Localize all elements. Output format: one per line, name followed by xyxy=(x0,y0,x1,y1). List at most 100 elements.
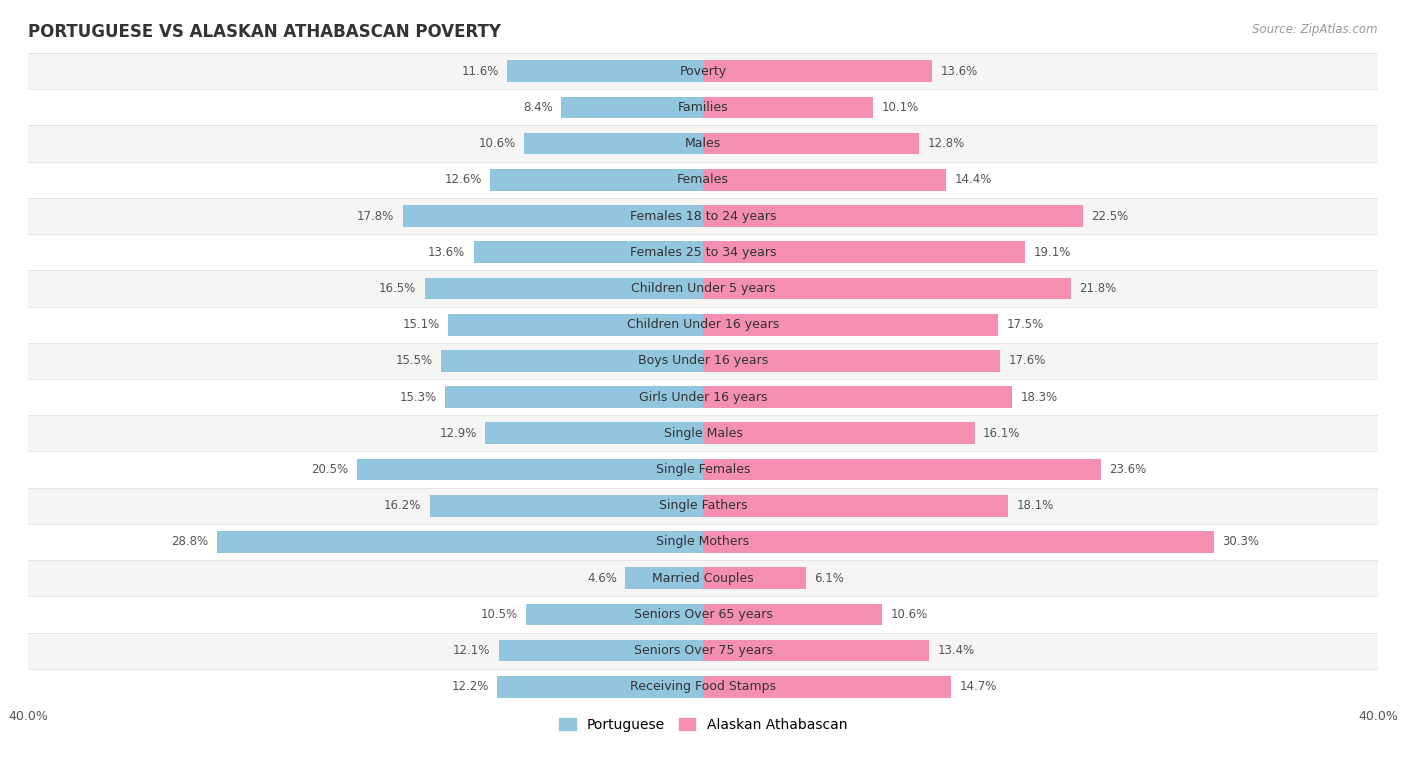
Bar xyxy=(703,531,1215,553)
Bar xyxy=(703,277,1071,299)
Legend: Portuguese, Alaskan Athabascan: Portuguese, Alaskan Athabascan xyxy=(554,712,852,737)
Bar xyxy=(524,133,703,155)
Text: 22.5%: 22.5% xyxy=(1091,209,1128,223)
Bar xyxy=(441,350,703,371)
Text: Married Couples: Married Couples xyxy=(652,572,754,584)
Text: 13.4%: 13.4% xyxy=(938,644,974,657)
Bar xyxy=(28,452,1378,487)
Bar xyxy=(474,241,703,263)
Text: Families: Families xyxy=(678,101,728,114)
Bar xyxy=(703,61,932,82)
Bar xyxy=(28,524,1378,560)
Bar xyxy=(703,603,882,625)
Text: 14.4%: 14.4% xyxy=(955,174,991,186)
Bar xyxy=(28,597,1378,632)
Text: 17.5%: 17.5% xyxy=(1007,318,1043,331)
Text: 30.3%: 30.3% xyxy=(1223,535,1260,549)
Bar xyxy=(28,379,1378,415)
Text: 20.5%: 20.5% xyxy=(312,463,349,476)
Bar xyxy=(703,567,806,589)
Text: 15.3%: 15.3% xyxy=(399,390,436,403)
Text: PORTUGUESE VS ALASKAN ATHABASCAN POVERTY: PORTUGUESE VS ALASKAN ATHABASCAN POVERTY xyxy=(28,23,501,41)
Bar xyxy=(444,387,703,408)
Bar xyxy=(430,495,703,517)
Bar xyxy=(626,567,703,589)
Bar xyxy=(28,89,1378,126)
Bar xyxy=(357,459,703,481)
Text: 17.6%: 17.6% xyxy=(1008,355,1046,368)
Bar xyxy=(499,640,703,662)
Bar xyxy=(498,676,703,697)
Text: 12.1%: 12.1% xyxy=(453,644,491,657)
Text: 12.2%: 12.2% xyxy=(451,681,489,694)
Bar xyxy=(28,487,1378,524)
Text: Males: Males xyxy=(685,137,721,150)
Bar xyxy=(28,632,1378,669)
Bar xyxy=(703,350,1000,371)
Text: Children Under 5 years: Children Under 5 years xyxy=(631,282,775,295)
Text: 15.1%: 15.1% xyxy=(402,318,440,331)
Text: 12.9%: 12.9% xyxy=(440,427,477,440)
Bar xyxy=(28,234,1378,271)
Text: 14.7%: 14.7% xyxy=(959,681,997,694)
Text: Seniors Over 65 years: Seniors Over 65 years xyxy=(634,608,772,621)
Bar xyxy=(28,198,1378,234)
Text: 11.6%: 11.6% xyxy=(461,64,499,77)
Bar xyxy=(703,205,1083,227)
Bar xyxy=(526,603,703,625)
Bar xyxy=(217,531,703,553)
Bar xyxy=(28,53,1378,89)
Text: Poverty: Poverty xyxy=(679,64,727,77)
Bar xyxy=(28,161,1378,198)
Text: Seniors Over 75 years: Seniors Over 75 years xyxy=(634,644,772,657)
Bar xyxy=(703,640,929,662)
Bar xyxy=(28,415,1378,452)
Bar xyxy=(703,459,1101,481)
Text: Boys Under 16 years: Boys Under 16 years xyxy=(638,355,768,368)
Bar xyxy=(703,387,1012,408)
Text: 18.1%: 18.1% xyxy=(1017,500,1054,512)
Text: 17.8%: 17.8% xyxy=(357,209,394,223)
Bar xyxy=(703,495,1008,517)
Text: Single Mothers: Single Mothers xyxy=(657,535,749,549)
Bar xyxy=(703,241,1025,263)
Bar xyxy=(28,560,1378,597)
Bar xyxy=(449,314,703,336)
Text: 18.3%: 18.3% xyxy=(1021,390,1057,403)
Bar xyxy=(485,422,703,444)
Text: 19.1%: 19.1% xyxy=(1033,246,1071,258)
Text: Females 18 to 24 years: Females 18 to 24 years xyxy=(630,209,776,223)
Text: 6.1%: 6.1% xyxy=(814,572,844,584)
Text: Girls Under 16 years: Girls Under 16 years xyxy=(638,390,768,403)
Text: 13.6%: 13.6% xyxy=(427,246,465,258)
Text: 23.6%: 23.6% xyxy=(1109,463,1147,476)
Text: 10.1%: 10.1% xyxy=(882,101,920,114)
Text: Single Females: Single Females xyxy=(655,463,751,476)
Bar xyxy=(703,96,873,118)
Text: 15.5%: 15.5% xyxy=(396,355,433,368)
Text: 12.6%: 12.6% xyxy=(444,174,482,186)
Bar xyxy=(508,61,703,82)
Bar xyxy=(425,277,703,299)
Bar xyxy=(703,133,920,155)
Text: Receiving Food Stamps: Receiving Food Stamps xyxy=(630,681,776,694)
Bar xyxy=(28,306,1378,343)
Bar xyxy=(561,96,703,118)
Text: 16.2%: 16.2% xyxy=(384,500,422,512)
Text: Children Under 16 years: Children Under 16 years xyxy=(627,318,779,331)
Bar xyxy=(703,422,974,444)
Text: Source: ZipAtlas.com: Source: ZipAtlas.com xyxy=(1253,23,1378,36)
Text: 10.5%: 10.5% xyxy=(481,608,517,621)
Text: 21.8%: 21.8% xyxy=(1080,282,1116,295)
Bar xyxy=(491,169,703,191)
Bar xyxy=(703,676,950,697)
Text: Single Fathers: Single Fathers xyxy=(659,500,747,512)
Bar xyxy=(703,314,998,336)
Bar xyxy=(402,205,703,227)
Bar xyxy=(28,126,1378,161)
Bar xyxy=(703,169,946,191)
Text: 10.6%: 10.6% xyxy=(478,137,516,150)
Text: Single Males: Single Males xyxy=(664,427,742,440)
Text: 12.8%: 12.8% xyxy=(928,137,965,150)
Text: 10.6%: 10.6% xyxy=(890,608,928,621)
